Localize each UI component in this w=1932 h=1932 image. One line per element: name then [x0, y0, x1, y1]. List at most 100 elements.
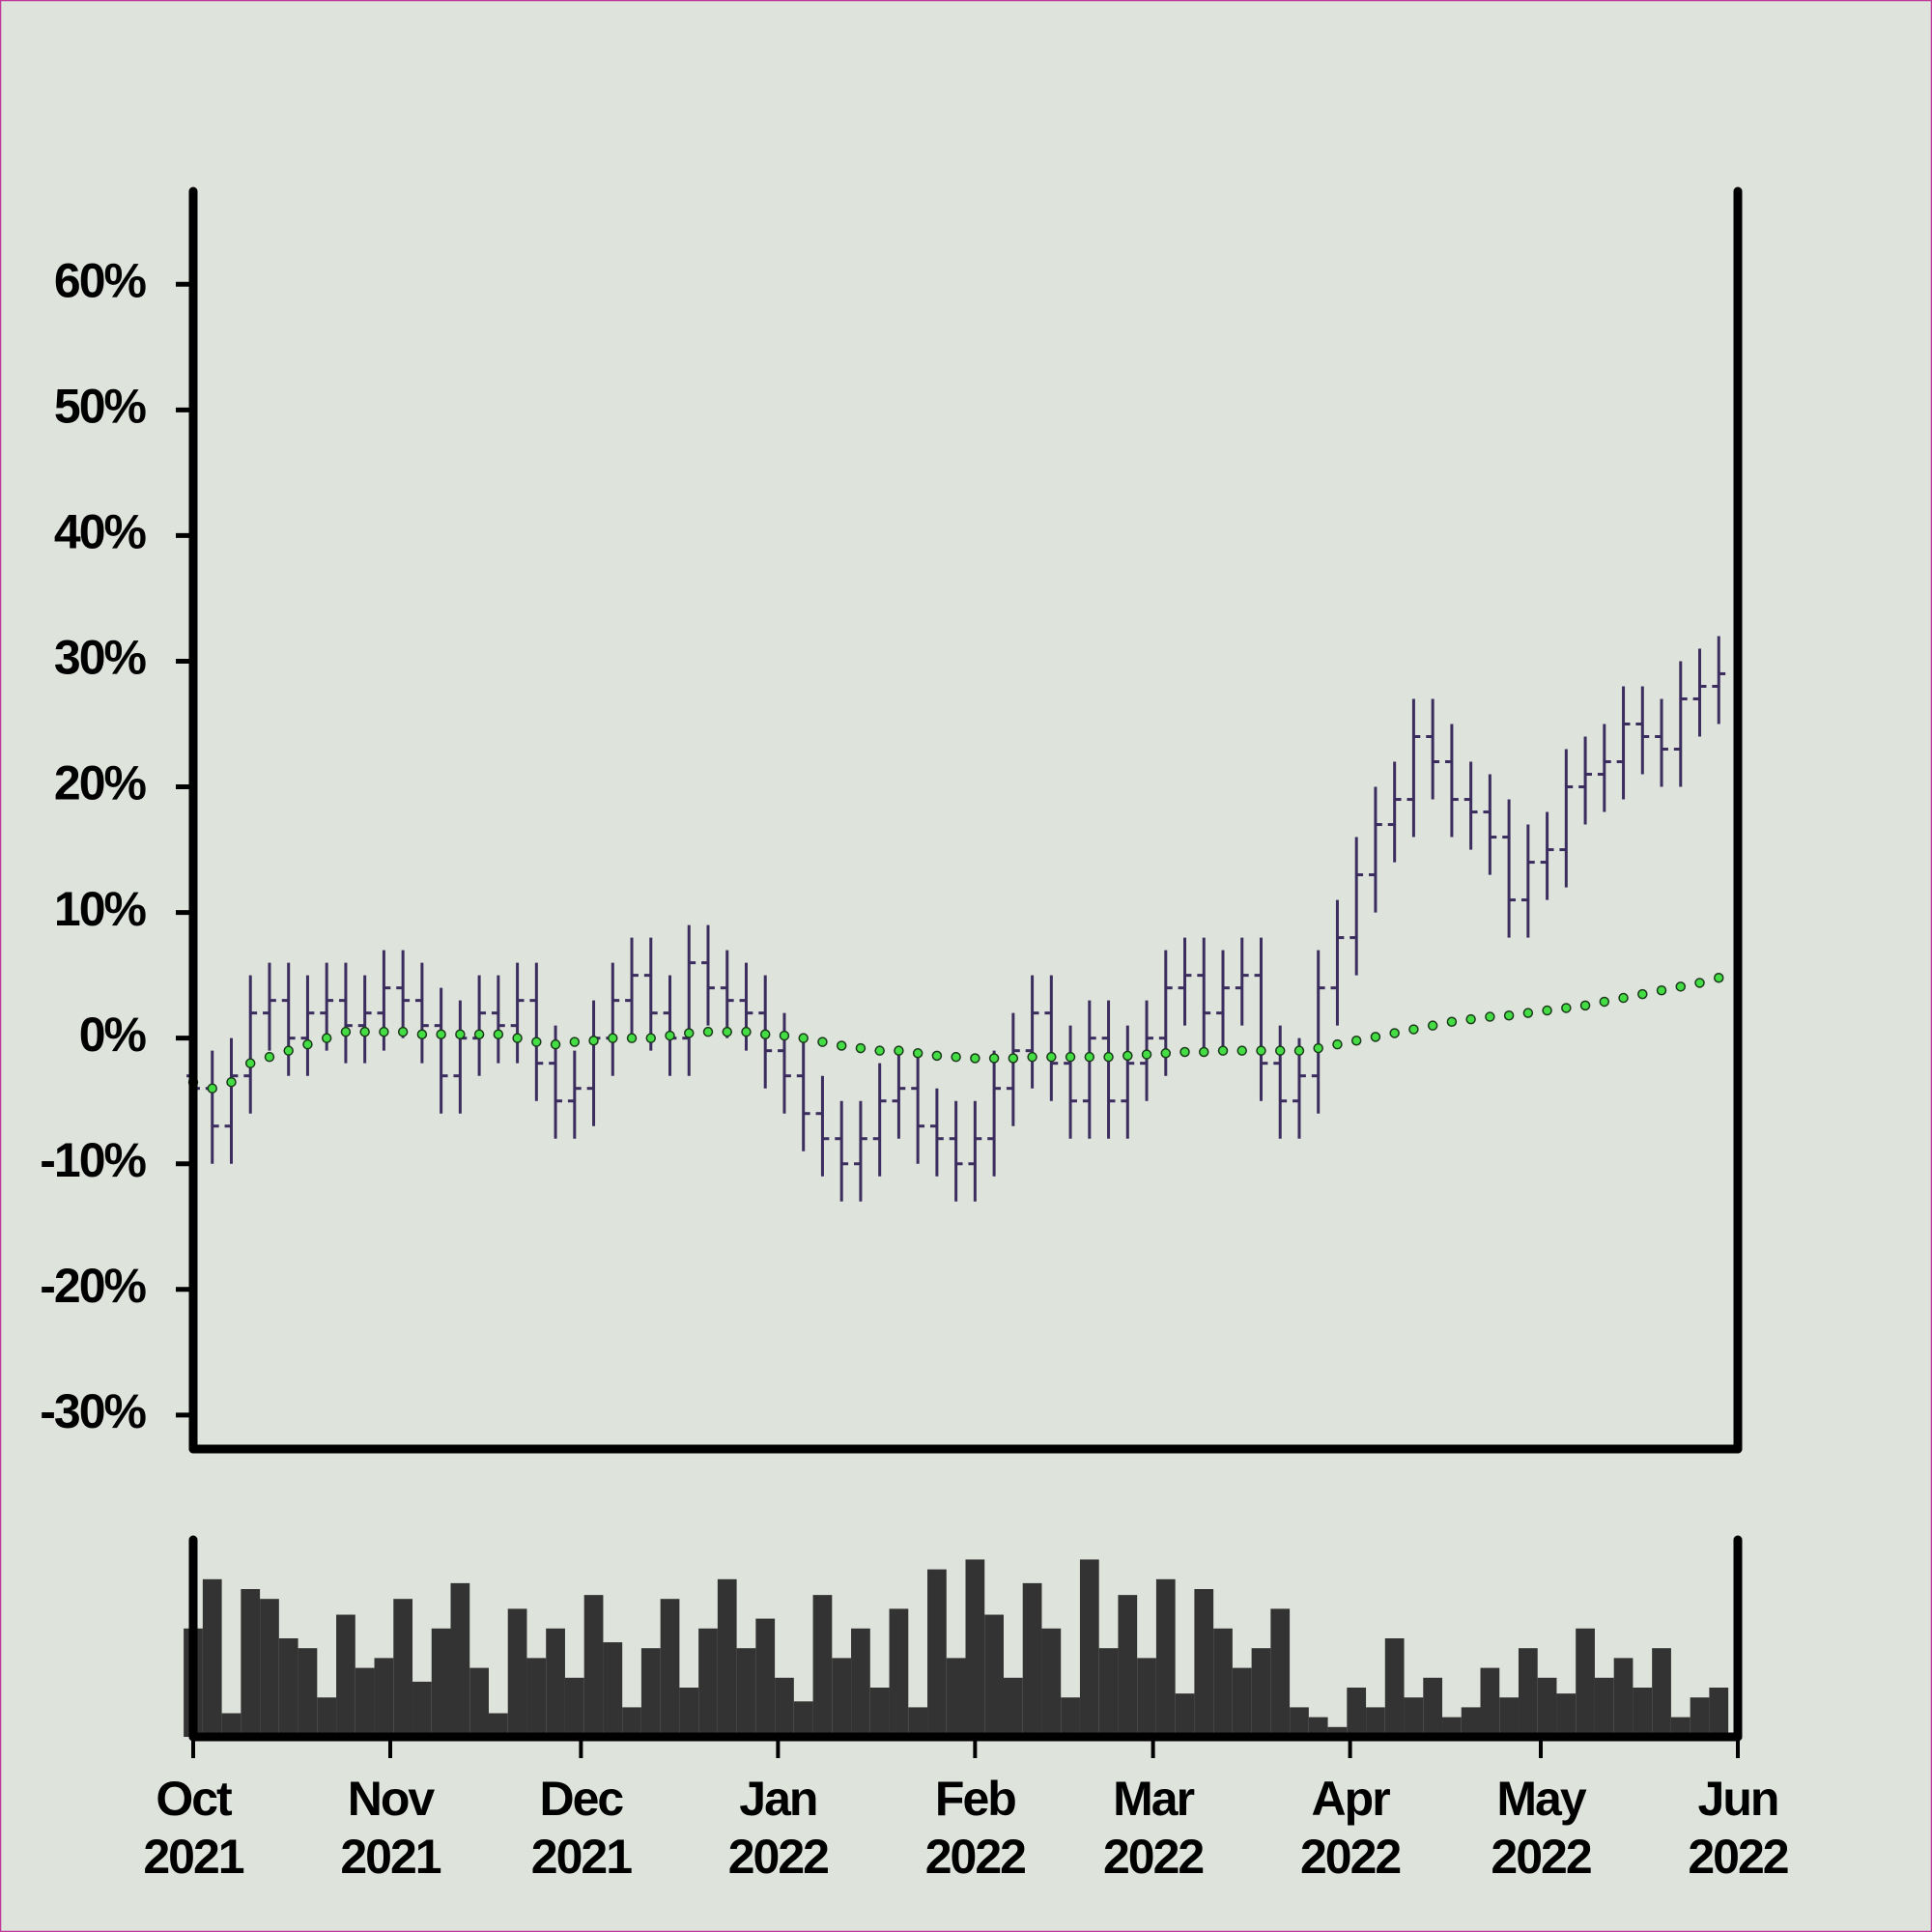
- moving-average-dot: [874, 1045, 885, 1056]
- volume-bar: [431, 1628, 451, 1737]
- volume-bar: [660, 1599, 680, 1737]
- moving-average-dot: [302, 1038, 313, 1050]
- volume-bar: [564, 1677, 584, 1737]
- moving-average-dot: [1256, 1045, 1266, 1056]
- moving-average-dot: [264, 1051, 275, 1063]
- moving-average-dot: [894, 1045, 904, 1056]
- moving-average-dot: [1065, 1051, 1076, 1063]
- moving-average-dot: [1293, 1045, 1305, 1056]
- volume-bar: [1270, 1608, 1291, 1737]
- x-tick-label-line: Apr: [1312, 1772, 1391, 1826]
- moving-average-dot: [817, 1037, 828, 1047]
- x-tick-label: Dec 2021: [531, 1772, 632, 1884]
- moving-average-dot: [569, 1037, 581, 1047]
- x-tick-label: Apr 2022: [1300, 1772, 1400, 1884]
- x-tick-label-line: 2022: [1491, 1830, 1590, 1884]
- volume-bar: [546, 1628, 565, 1737]
- volume-bar: [1251, 1648, 1271, 1737]
- volume-bar: [1480, 1667, 1500, 1737]
- moving-average-dot: [359, 1026, 370, 1037]
- volume-bar: [1098, 1648, 1119, 1737]
- moving-average-dot: [1694, 978, 1705, 988]
- moving-average-dot: [531, 1037, 542, 1047]
- volume-bar: [775, 1677, 794, 1737]
- moving-average-dot: [798, 1033, 809, 1043]
- volume-bar: [1079, 1559, 1099, 1737]
- y-tick-label: -30%: [40, 1384, 146, 1438]
- moving-average-dot: [684, 1028, 695, 1038]
- y-tick-label: 20%: [54, 756, 147, 810]
- volume-bar: [1652, 1648, 1671, 1737]
- volume-bar: [1423, 1677, 1443, 1737]
- moving-average-dot: [836, 1040, 847, 1051]
- volume-bar: [1442, 1717, 1462, 1737]
- y-tick-label: 30%: [54, 631, 147, 685]
- volume-bar: [1022, 1582, 1042, 1737]
- moving-average-dot: [1389, 1028, 1400, 1038]
- moving-average-dot: [321, 1033, 332, 1043]
- moving-average-dot: [1084, 1051, 1095, 1063]
- volume-bar: [1003, 1677, 1023, 1737]
- volume-bar: [469, 1667, 489, 1737]
- volume-bar: [1041, 1628, 1062, 1737]
- moving-average-dot: [1350, 1036, 1362, 1046]
- x-tick-label: Jan 2022: [728, 1772, 828, 1884]
- volume-bar: [526, 1658, 547, 1737]
- moving-average-dot: [1675, 981, 1687, 992]
- volume-bar: [355, 1667, 375, 1737]
- volume-bar: [698, 1628, 718, 1737]
- moving-average-dot: [1046, 1051, 1057, 1063]
- moving-average-dot: [665, 1030, 675, 1041]
- y-tick-label: -20%: [40, 1259, 146, 1313]
- x-tick-label-line: Oct: [156, 1772, 233, 1826]
- moving-average-dot: [1637, 988, 1648, 1000]
- moving-average-dot: [855, 1042, 867, 1054]
- moving-average-dot: [1274, 1045, 1286, 1056]
- volume-bar: [488, 1713, 508, 1737]
- moving-average-dot: [473, 1029, 485, 1040]
- x-tick-label-line: 2022: [728, 1830, 828, 1884]
- volume-bar: [1232, 1667, 1252, 1737]
- x-tick-label-line: 2021: [340, 1830, 440, 1884]
- volume-bar: [1213, 1628, 1233, 1737]
- moving-average-dot: [626, 1033, 638, 1043]
- moving-average-dot: [379, 1026, 389, 1037]
- moving-average-dot: [1008, 1053, 1019, 1064]
- y-tick-label: 50%: [54, 380, 147, 434]
- moving-average-dot: [416, 1029, 428, 1040]
- moving-average-dot: [1122, 1050, 1133, 1062]
- moving-average-dot: [759, 1029, 771, 1040]
- x-tick-label: May 2022: [1491, 1772, 1590, 1884]
- volume-bar: [946, 1658, 966, 1737]
- volume-bar: [1461, 1707, 1481, 1737]
- volume-bar: [622, 1707, 641, 1737]
- moving-average-dot: [1579, 1000, 1591, 1011]
- moving-average-dot: [1485, 1011, 1495, 1022]
- x-tick-label-line: Nov: [348, 1772, 436, 1826]
- x-tick-label-line: May: [1496, 1772, 1586, 1826]
- volume-bar: [1690, 1697, 1710, 1737]
- volume-bar: [374, 1658, 394, 1737]
- volume-bar: [1633, 1688, 1653, 1737]
- moving-average-dot: [207, 1083, 217, 1094]
- volume-bar: [640, 1648, 661, 1737]
- x-tick-label-line: Jun: [1698, 1772, 1778, 1826]
- volume-bar: [1404, 1697, 1424, 1737]
- volume-bar: [1061, 1697, 1080, 1737]
- moving-average-dot: [741, 1026, 752, 1037]
- moving-average-dot: [1141, 1049, 1152, 1060]
- moving-average-dot: [779, 1030, 790, 1041]
- moving-average-dot: [722, 1026, 732, 1037]
- x-tick-label-line: 2022: [1300, 1830, 1400, 1884]
- moving-average-dot: [226, 1076, 237, 1088]
- moving-average-dot: [645, 1033, 657, 1043]
- x-tick-label: Mar 2022: [1103, 1772, 1203, 1884]
- x-tick-label-line: 2022: [925, 1830, 1025, 1884]
- x-tick-label-line: 2022: [1688, 1830, 1787, 1884]
- moving-average-dot: [1313, 1042, 1323, 1054]
- volume-bar: [1366, 1707, 1385, 1737]
- volume-bar: [583, 1595, 604, 1737]
- volume-bar: [679, 1688, 699, 1737]
- volume-bar: [241, 1589, 261, 1737]
